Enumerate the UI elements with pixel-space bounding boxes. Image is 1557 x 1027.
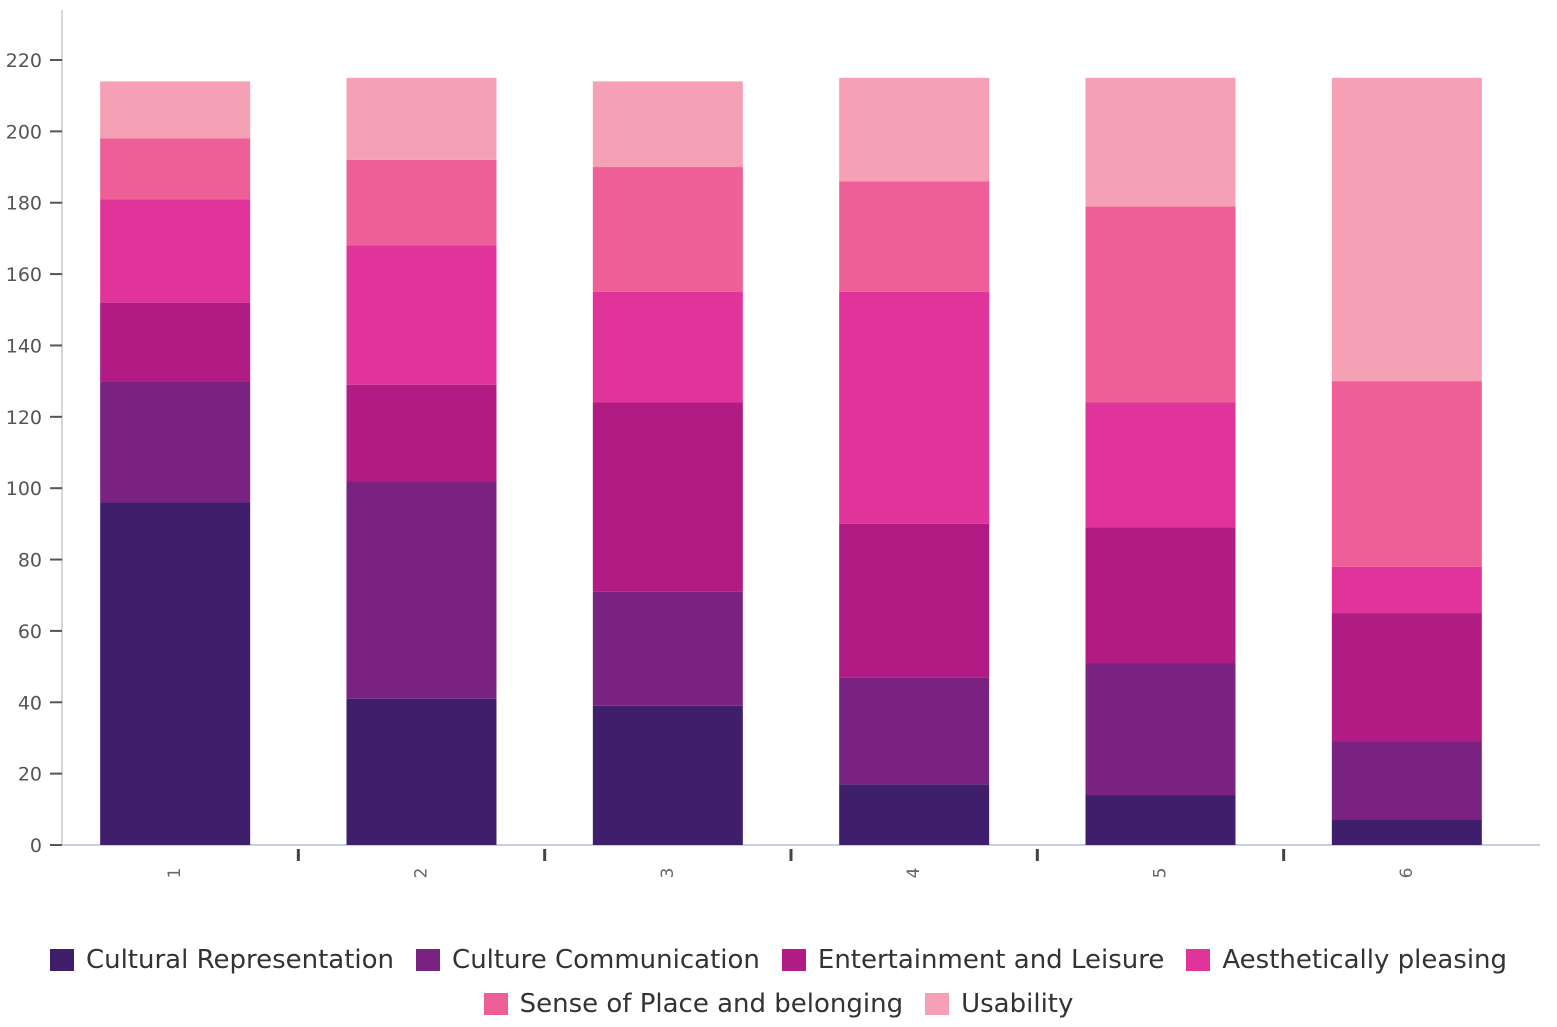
bar-segment — [839, 77, 990, 182]
legend-label: Entertainment and Leisure — [817, 945, 1165, 975]
bar-segment — [839, 291, 990, 524]
legend-label: Culture Communication — [452, 945, 760, 975]
bar-segment — [839, 181, 990, 292]
y-tick-label: 140 — [6, 335, 42, 357]
bar-segment — [346, 481, 497, 699]
bar-segment — [592, 81, 743, 168]
bars — [100, 77, 1482, 845]
bar-segment — [346, 698, 497, 845]
legend-row: Cultural Representation Culture Communica… — [0, 938, 1557, 982]
bar-segment — [1331, 566, 1482, 614]
bar-segment — [839, 523, 990, 678]
bar-segment — [100, 502, 251, 845]
legend-label: Usability — [961, 989, 1074, 1019]
bar-segment — [1085, 795, 1236, 845]
bar-segment — [100, 381, 251, 503]
legend-swatch — [925, 993, 950, 1015]
y-tick-label: 200 — [6, 121, 42, 143]
legend-label: Cultural Representation — [85, 945, 395, 975]
y-tick-label: 220 — [6, 50, 42, 72]
legend-item[interactable]: Culture Communication — [416, 945, 760, 975]
y-tick-label: 160 — [6, 264, 42, 286]
bar-segment — [592, 705, 743, 845]
legend-swatch — [49, 949, 74, 971]
bar-segment — [346, 384, 497, 482]
bar-segment — [1331, 741, 1482, 821]
bar-segment — [1331, 613, 1482, 742]
x-tick-label: 5 — [1151, 868, 1171, 879]
legend-swatch — [781, 949, 806, 971]
legend-swatch — [416, 949, 441, 971]
bar-segment — [346, 245, 497, 385]
x-axis: 1 2 3 4 5 6 — [62, 844, 1540, 879]
bar-segment — [100, 138, 251, 200]
bar-segment — [592, 167, 743, 292]
y-tick-label: 100 — [6, 478, 42, 500]
bar-segment — [1085, 77, 1236, 207]
legend-item[interactable]: Aesthetically pleasing — [1186, 945, 1507, 975]
bar-segment — [592, 402, 743, 592]
legend-item[interactable]: Cultural Representation — [49, 945, 395, 975]
y-axis: 0 20 40 60 80 100 120 140 160 180 200 220 — [6, 10, 63, 857]
x-tick-label: 4 — [904, 868, 924, 879]
bar-segment — [1085, 402, 1236, 528]
bar-segment — [100, 302, 251, 382]
bar-segment — [100, 81, 251, 139]
legend-swatch — [1186, 949, 1211, 971]
bar-segment — [839, 784, 990, 845]
bar-segment — [1085, 663, 1236, 796]
bar-segment — [839, 677, 990, 785]
bar-segment — [1085, 206, 1236, 403]
x-tick-label: 1 — [165, 868, 185, 879]
bar-segment — [1085, 527, 1236, 664]
legend-row: Sense of Place and belonging Usability — [0, 982, 1557, 1026]
legend-item[interactable]: Sense of Place and belonging — [483, 989, 904, 1019]
y-tick-label: 180 — [6, 193, 42, 215]
y-tick-label: 40 — [18, 692, 42, 714]
y-tick-label: 80 — [18, 550, 42, 572]
legend-item[interactable]: Entertainment and Leisure — [781, 945, 1165, 975]
y-tick-label: 20 — [18, 764, 42, 786]
legend-label: Sense of Place and belonging — [519, 989, 904, 1019]
legend-label: Aesthetically pleasing — [1222, 945, 1508, 975]
legend-swatch — [483, 993, 508, 1015]
y-tick-label: 60 — [18, 621, 42, 643]
bar-segment — [346, 77, 497, 160]
bar-segment — [592, 291, 743, 403]
bar-segment — [1331, 77, 1482, 382]
bar-segment — [346, 159, 497, 246]
x-tick-label: 6 — [1397, 868, 1417, 879]
y-tick-label: 120 — [6, 407, 42, 429]
legend-item[interactable]: Usability — [925, 989, 1073, 1019]
bar-segment — [1331, 820, 1482, 845]
x-tick-label: 2 — [412, 868, 432, 879]
bar-segment — [1331, 381, 1482, 567]
x-tick-label: 3 — [658, 868, 678, 879]
bar-segment — [592, 591, 743, 706]
y-tick-label: 0 — [30, 835, 42, 857]
legend: Cultural Representation Culture Communica… — [0, 938, 1557, 1026]
bar-segment — [100, 199, 251, 303]
